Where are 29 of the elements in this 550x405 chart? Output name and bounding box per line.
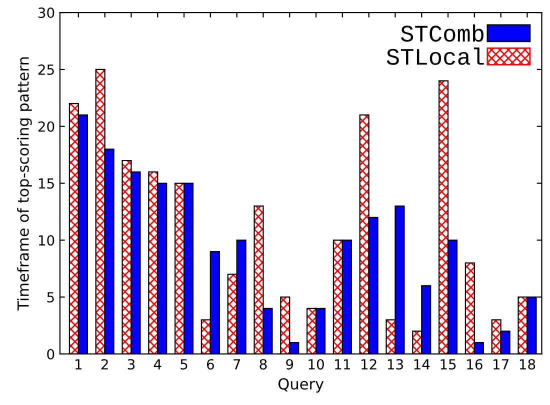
x-tick-label: 16 xyxy=(467,359,482,370)
y-tick-label: 30 xyxy=(38,8,54,18)
x-tick-label: 14 xyxy=(414,359,430,370)
x-tick-label: 8 xyxy=(260,359,267,370)
x-tick-label: 17 xyxy=(494,359,508,370)
x-tick-label: 12 xyxy=(362,359,376,370)
x-tick-label: 1 xyxy=(76,359,82,370)
x-tick-label: 3 xyxy=(128,359,135,370)
x-tick-label: 6 xyxy=(206,359,214,370)
x-tick-label: 2 xyxy=(101,359,108,370)
y-tick-label: 0 xyxy=(47,348,54,360)
x-tick-label: 13 xyxy=(388,359,403,370)
x-tick-label: 4 xyxy=(154,359,162,370)
y-tick-label: 5 xyxy=(47,292,54,303)
x-tick-label: 10 xyxy=(308,359,324,370)
x-tick-label: 9 xyxy=(286,359,294,370)
y-tick-label: 20 xyxy=(38,121,54,132)
x-tick-label: 18 xyxy=(520,359,536,370)
legend-label: STComb xyxy=(400,24,484,42)
y-tick-label: 25 xyxy=(38,64,54,75)
x-tick-label: 7 xyxy=(234,359,240,370)
x-tick-label: 11 xyxy=(335,359,350,370)
y-axis-title: Timeframe of top-scoring pattern xyxy=(17,57,32,310)
x-tick-label: 5 xyxy=(180,359,188,370)
y-tick-label: 15 xyxy=(38,178,54,189)
legend-label: STLocal xyxy=(386,48,484,65)
x-tick-label: 15 xyxy=(440,359,456,370)
y-tick-label: 10 xyxy=(38,235,54,246)
x-axis-title: Query xyxy=(278,378,324,393)
